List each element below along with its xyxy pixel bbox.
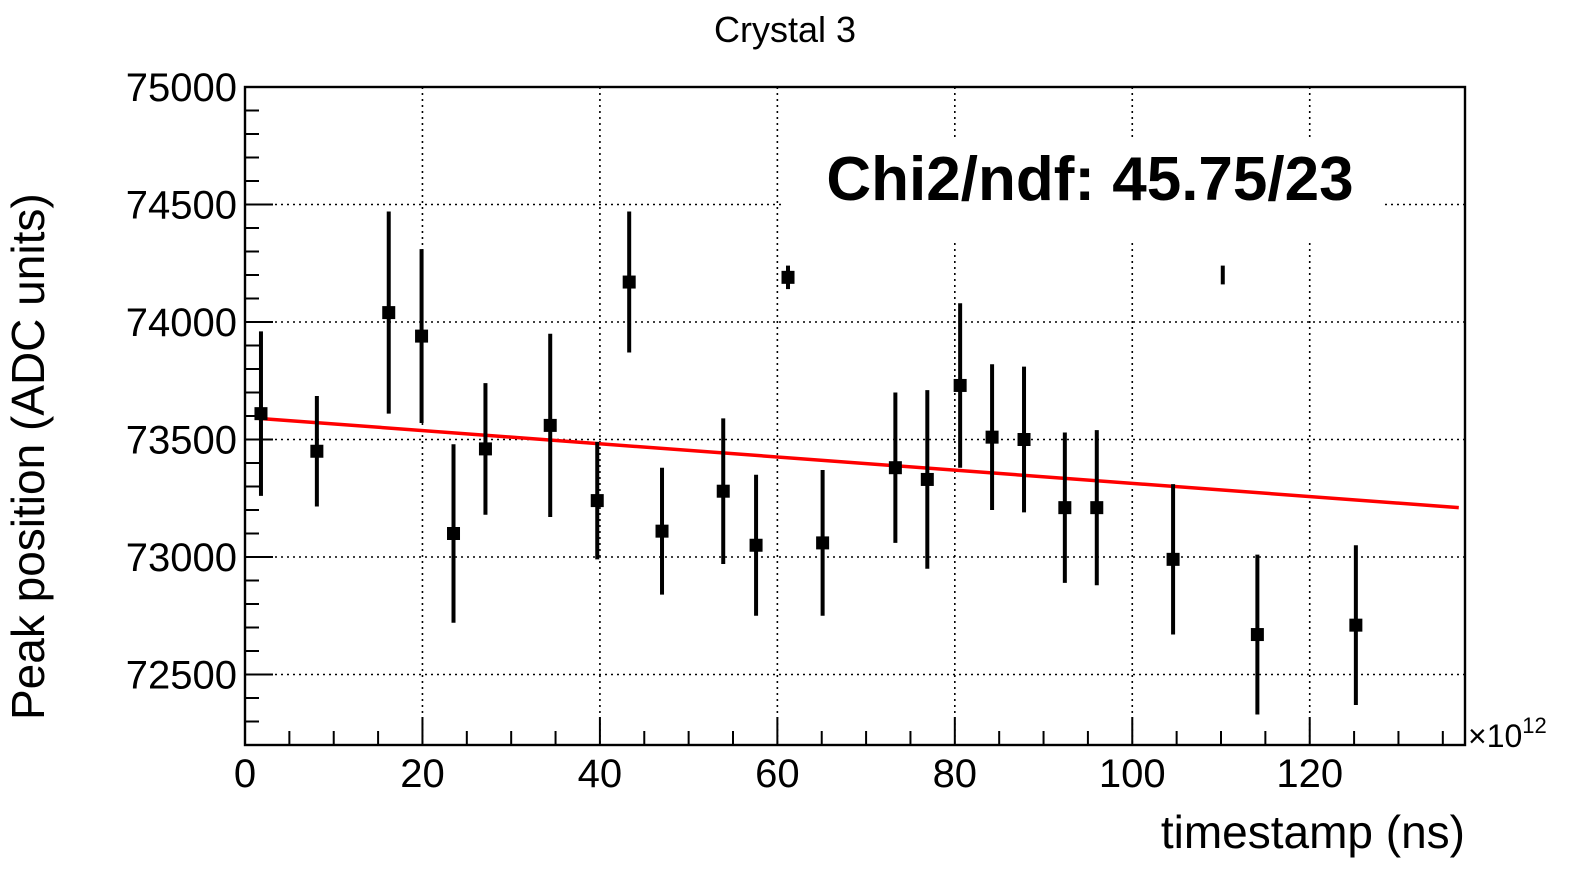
data-point-marker bbox=[543, 418, 557, 432]
data-point-marker bbox=[1250, 628, 1264, 642]
data-point-marker bbox=[816, 536, 830, 550]
x-tick-label: 0 bbox=[234, 752, 256, 796]
x-tick-label: 120 bbox=[1276, 752, 1343, 796]
data-point-marker bbox=[254, 407, 268, 421]
data-point-marker bbox=[382, 306, 396, 320]
x-multiplier-base: ×10 bbox=[1468, 718, 1522, 754]
annotation-background bbox=[782, 140, 1382, 240]
x-axis-label: timestamp (ns) bbox=[1161, 806, 1465, 858]
x-tick-label: 60 bbox=[755, 752, 800, 796]
x-multiplier-exponent: 12 bbox=[1522, 713, 1546, 738]
data-points bbox=[254, 211, 1363, 715]
data-point-marker bbox=[920, 472, 934, 486]
data-point-marker bbox=[985, 430, 999, 444]
data-point-marker bbox=[590, 494, 604, 508]
data-point-marker bbox=[888, 461, 902, 475]
data-point-marker bbox=[310, 444, 324, 458]
y-tick-label: 74500 bbox=[126, 184, 237, 228]
chi2-annotation: Chi2/ndf: 45.75/23 bbox=[826, 145, 1353, 214]
y-tick-label: 73500 bbox=[126, 419, 237, 463]
y-axis-label: Peak position (ADC units) bbox=[2, 193, 54, 720]
fit-layer bbox=[258, 416, 1459, 510]
data-point-marker bbox=[781, 270, 795, 284]
x-tick-label: 100 bbox=[1099, 752, 1166, 796]
y-tick-label: 74000 bbox=[126, 301, 237, 345]
data-point-marker bbox=[953, 378, 967, 392]
data-point-marker bbox=[447, 527, 461, 540]
x-tick-label: 40 bbox=[578, 752, 623, 796]
data-point-marker bbox=[716, 484, 730, 498]
data-point-marker bbox=[622, 275, 636, 289]
x-tick-label: 80 bbox=[933, 752, 978, 796]
fit-line bbox=[258, 416, 1459, 510]
data-point-marker bbox=[415, 329, 429, 343]
data-point-marker bbox=[1166, 552, 1180, 566]
data-point-marker bbox=[1017, 433, 1031, 446]
y-tick-label: 72500 bbox=[126, 654, 237, 698]
chart-title: Crystal 3 bbox=[714, 9, 856, 50]
axes: 0 20 40 60 80 100 120 72500 73000 73500 74000 74500… bbox=[126, 66, 1467, 796]
data-point-marker bbox=[1349, 618, 1363, 632]
y-tick-label: 73000 bbox=[126, 536, 237, 580]
data-point-marker bbox=[655, 524, 669, 538]
data-point-marker bbox=[1058, 501, 1072, 515]
x-axis-multiplier: ×1012 bbox=[1468, 713, 1547, 754]
y-tick-label: 75000 bbox=[126, 66, 237, 110]
data-point-marker bbox=[1090, 501, 1104, 515]
x-tick-label: 20 bbox=[400, 752, 445, 796]
data-point-marker bbox=[478, 442, 492, 456]
data-point-marker bbox=[749, 538, 763, 552]
